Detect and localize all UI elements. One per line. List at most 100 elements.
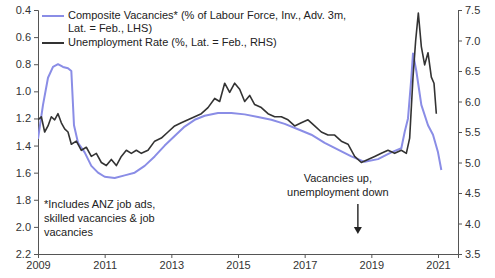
plot-lines [38, 13, 441, 178]
tick-label: 2021 [426, 259, 450, 271]
tick-mark [34, 173, 38, 174]
tick: 4.0 [458, 218, 480, 230]
tick: 2019 [360, 254, 384, 271]
tick-label: 1.2 [16, 112, 31, 124]
tick-mark [34, 10, 38, 11]
tick-mark [105, 254, 106, 258]
tick: 6.5 [458, 65, 480, 77]
tick-label: 2013 [160, 259, 184, 271]
tick-label: 4.5 [465, 187, 480, 199]
note-line: vacancies [44, 226, 93, 238]
tick: 5.5 [458, 126, 480, 138]
tick: 1.0 [16, 85, 38, 97]
tick: 0.6 [16, 31, 38, 43]
tick: 1.2 [16, 112, 38, 124]
y-axis-right: 3.5 4.0 4.5 5.0 5.5 6.0 6.5 7.0 7.5 [458, 4, 480, 260]
note-line: skilled vacancies & job [44, 212, 155, 224]
tick-mark [34, 146, 38, 147]
tick-label: 7.5 [465, 4, 480, 16]
tick-mark [34, 37, 38, 38]
legend-label: Composite Vacancies* (% of Labour Force,… [68, 9, 346, 34]
tick-label: 1.4 [16, 140, 31, 152]
y-axis-left: 0.4 0.6 0.8 1.0 1.2 1.4 1.6 1.8 2.0 2.2 [16, 4, 39, 260]
tick-label: 1.8 [16, 194, 31, 206]
tick-mark [458, 10, 462, 11]
tick-mark [458, 163, 462, 164]
tick: 7.0 [458, 35, 480, 47]
tick: 1.6 [16, 167, 38, 179]
tick-mark [305, 254, 306, 258]
tick: 3.5 [458, 248, 480, 260]
tick: 2021 [426, 254, 450, 271]
legend-swatch [42, 42, 64, 44]
tick: 2013 [160, 254, 184, 271]
legend-label-line: Unemployment Rate (%, Lat. = Feb., RHS) [68, 36, 277, 48]
tick-label: 2009 [26, 259, 50, 271]
tick: 1.8 [16, 194, 38, 206]
tick-label: 2.2 [16, 248, 31, 260]
tick-mark [458, 71, 462, 72]
tick-label: 0.6 [16, 31, 31, 43]
tick-mark [34, 200, 38, 201]
tick-label: 1.6 [16, 167, 31, 179]
legend-label-line: Composite Vacancies* (% of Labour Force,… [68, 9, 346, 21]
tick-label: 1.0 [16, 85, 31, 97]
tick-label: 2019 [360, 259, 384, 271]
note: *Includes ANZ job ads,skilled vacancies … [44, 198, 155, 238]
tick-mark [458, 254, 462, 255]
tick-label: 4.0 [465, 218, 480, 230]
tick: 5.0 [458, 157, 480, 169]
tick-mark [458, 193, 462, 194]
tick-label: 0.4 [16, 4, 31, 16]
tick: 2015 [226, 254, 250, 271]
annotations: *Includes ANZ job ads,skilled vacancies … [44, 172, 389, 238]
tick-mark [34, 118, 38, 119]
annotation-line: unemployment down [287, 186, 389, 198]
tick: 2011 [93, 254, 117, 271]
axis-line [459, 11, 463, 255]
tick: 6.0 [458, 96, 480, 108]
tick-label: 2.0 [16, 221, 31, 233]
arrow-head [354, 227, 362, 234]
tick-mark [34, 227, 38, 228]
legend-swatch [42, 15, 64, 17]
tick-label: 0.8 [16, 58, 31, 70]
tick-mark [458, 132, 462, 133]
annotation-line: Vacancies up, [304, 172, 372, 184]
tick: 0.4 [16, 4, 38, 16]
arrow-shaft [357, 204, 358, 228]
tick-label: 6.5 [465, 65, 480, 77]
chart: 2009 2011 2013 2015 2017 2019 2021 0.4 0.6 0.8 1.0… [0, 0, 495, 278]
tick: 7.5 [458, 4, 480, 16]
legend-label-line: Lat. = Feb., LHS) [68, 22, 152, 34]
tick-label: 3.5 [465, 248, 480, 260]
axis-line [39, 255, 459, 259]
tick-label: 5.5 [465, 126, 480, 138]
series-line [38, 53, 441, 178]
series-line [38, 13, 436, 166]
tick-label: 7.0 [465, 35, 480, 47]
tick-label: 2015 [226, 259, 250, 271]
tick-mark [34, 91, 38, 92]
legend-background [39, 7, 349, 50]
legend: Composite Vacancies* (% of Labour Force,… [39, 7, 349, 50]
tick: 1.4 [16, 140, 38, 152]
tick-mark [171, 254, 172, 258]
tick-mark [458, 102, 462, 103]
tick-mark [34, 254, 38, 255]
tick-label: 2011 [93, 259, 117, 271]
annotation: Vacancies up, unemployment down [287, 172, 389, 198]
tick-label: 6.0 [465, 96, 480, 108]
tick: 2.2 [16, 248, 38, 260]
tick: 2017 [293, 254, 317, 271]
x-axis: 2009 2011 2013 2015 2017 2019 2021 [26, 254, 458, 271]
tick: 2.0 [16, 221, 38, 233]
axis-line [34, 11, 39, 255]
tick-mark [238, 254, 239, 258]
tick-label: 5.0 [465, 157, 480, 169]
tick-label: 2017 [293, 259, 317, 271]
tick-mark [34, 64, 38, 65]
tick: 4.5 [458, 187, 480, 199]
tick-mark [371, 254, 372, 258]
legend-label: Unemployment Rate (%, Lat. = Feb., RHS) [68, 36, 277, 48]
